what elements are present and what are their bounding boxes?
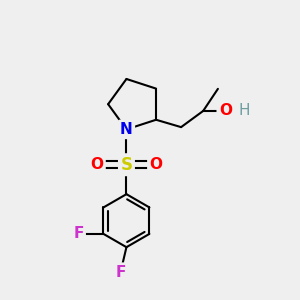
Text: F: F: [73, 226, 84, 242]
Text: S: S: [120, 156, 132, 174]
Text: O: O: [219, 103, 232, 118]
Text: O: O: [149, 157, 162, 172]
Text: F: F: [116, 265, 126, 280]
Text: H: H: [239, 103, 250, 118]
Text: N: N: [120, 122, 133, 137]
Text: O: O: [91, 157, 103, 172]
